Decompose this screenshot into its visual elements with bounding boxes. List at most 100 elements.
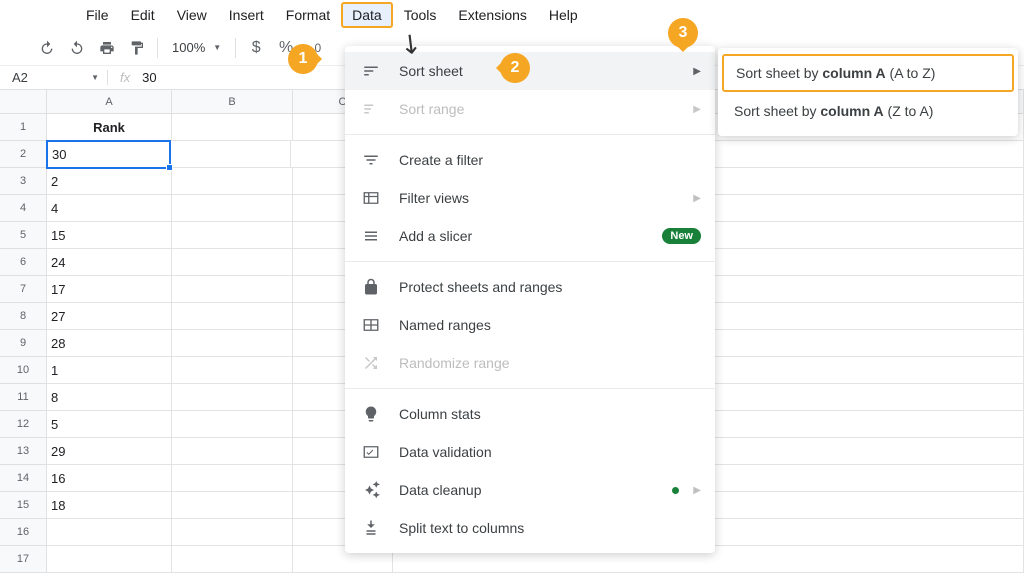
row-header[interactable]: 16 (0, 519, 47, 546)
row-header[interactable]: 13 (0, 438, 47, 465)
row-header[interactable]: 9 (0, 330, 47, 357)
selection-handle[interactable] (166, 164, 173, 171)
cell[interactable]: 8 (47, 384, 172, 411)
submenu-label: Sort sheet by column A (A to Z) (736, 65, 935, 81)
menu-sort-sheet[interactable]: Sort sheet ▶ (345, 52, 715, 90)
cell[interactable] (172, 168, 293, 195)
submenu-arrow-icon: ▶ (693, 193, 701, 204)
submenu-sort-za[interactable]: Sort sheet by column A (Z to A) (718, 92, 1018, 130)
cell[interactable]: 28 (47, 330, 172, 357)
menu-label: Named ranges (399, 317, 491, 333)
menu-divider (345, 388, 715, 389)
menu-help[interactable]: Help (538, 2, 589, 28)
menu-label: Column stats (399, 406, 481, 422)
formula-value[interactable]: 30 (142, 70, 156, 85)
menu-edit[interactable]: Edit (120, 2, 166, 28)
cell[interactable]: 4 (47, 195, 172, 222)
menu-view[interactable]: View (166, 2, 218, 28)
menu-sort-range: Sort range ▶ (345, 90, 715, 128)
cell[interactable] (172, 114, 293, 141)
caret-down-icon: ▼ (91, 73, 99, 82)
column-header[interactable]: B (172, 90, 293, 114)
cell[interactable] (172, 492, 293, 519)
row-header[interactable]: 5 (0, 222, 47, 249)
zoom-value: 100% (172, 40, 205, 55)
redo-button[interactable] (65, 36, 89, 60)
select-all-corner[interactable] (0, 90, 47, 114)
row-header[interactable]: 4 (0, 195, 47, 222)
cell[interactable] (172, 519, 293, 546)
cell[interactable]: 5 (47, 411, 172, 438)
menu-tools[interactable]: Tools (393, 2, 448, 28)
row-header[interactable]: 6 (0, 249, 47, 276)
menu-format[interactable]: Format (275, 2, 341, 28)
print-button[interactable] (95, 36, 119, 60)
cell[interactable] (172, 438, 293, 465)
row-header[interactable]: 15 (0, 492, 47, 519)
cell[interactable] (172, 546, 293, 573)
submenu-arrow-icon: ▶ (693, 485, 701, 496)
menu-add-slicer[interactable]: Add a slicer New (345, 217, 715, 255)
undo-button[interactable] (35, 36, 59, 60)
menu-column-stats[interactable]: Column stats (345, 395, 715, 433)
cell[interactable] (172, 384, 293, 411)
menu-split-text[interactable]: Split text to columns (345, 509, 715, 547)
row-header[interactable]: 7 (0, 276, 47, 303)
menu-named-ranges[interactable]: Named ranges (345, 306, 715, 344)
cell[interactable] (172, 222, 293, 249)
row-header[interactable]: 14 (0, 465, 47, 492)
cell[interactable]: Rank (47, 114, 172, 141)
menu-insert[interactable]: Insert (218, 2, 275, 28)
submenu-arrow-icon: ▶ (693, 66, 701, 77)
cell[interactable]: 18 (47, 492, 172, 519)
row-header[interactable]: 10 (0, 357, 47, 384)
name-box[interactable]: A2 ▼ (0, 70, 108, 85)
cell[interactable] (172, 357, 293, 384)
cell[interactable] (172, 411, 293, 438)
menu-extensions[interactable]: Extensions (447, 2, 537, 28)
currency-button[interactable]: $ (244, 36, 268, 60)
menu-label: Sort sheet (399, 63, 463, 79)
filter-views-icon (361, 189, 381, 207)
name-box-value: A2 (12, 70, 28, 85)
submenu-sort-az[interactable]: Sort sheet by column A (A to Z) (722, 54, 1014, 92)
row-header[interactable]: 17 (0, 546, 47, 573)
cell[interactable]: 30 (46, 140, 171, 169)
cell[interactable] (47, 546, 172, 573)
row-header[interactable]: 3 (0, 168, 47, 195)
menu-filter-views[interactable]: Filter views ▶ (345, 179, 715, 217)
menu-data[interactable]: Data (341, 2, 393, 28)
cell[interactable] (172, 303, 293, 330)
cell[interactable]: 17 (47, 276, 172, 303)
column-header[interactable]: A (47, 90, 172, 114)
cell[interactable]: 1 (47, 357, 172, 384)
cell[interactable] (172, 465, 293, 492)
row-header[interactable]: 11 (0, 384, 47, 411)
cell[interactable]: 2 (47, 168, 172, 195)
cell[interactable] (172, 249, 293, 276)
cell[interactable]: 24 (47, 249, 172, 276)
zoom-select[interactable]: 100% ▼ (166, 40, 227, 55)
cell[interactable]: 15 (47, 222, 172, 249)
cell[interactable] (170, 141, 291, 168)
menu-protect[interactable]: Protect sheets and ranges (345, 268, 715, 306)
cell[interactable]: 27 (47, 303, 172, 330)
status-dot (672, 487, 679, 494)
paint-format-button[interactable] (125, 36, 149, 60)
cell[interactable] (172, 330, 293, 357)
cell[interactable] (47, 519, 172, 546)
menu-label: Create a filter (399, 152, 483, 168)
menu-label: Data validation (399, 444, 492, 460)
menu-data-validation[interactable]: Data validation (345, 433, 715, 471)
cell[interactable]: 16 (47, 465, 172, 492)
row-header[interactable]: 2 (0, 141, 47, 168)
row-header[interactable]: 1 (0, 114, 47, 141)
row-header[interactable]: 12 (0, 411, 47, 438)
menu-file[interactable]: File (75, 2, 120, 28)
cell[interactable] (172, 195, 293, 222)
menu-create-filter[interactable]: Create a filter (345, 141, 715, 179)
row-header[interactable]: 8 (0, 303, 47, 330)
menu-data-cleanup[interactable]: Data cleanup ▶ (345, 471, 715, 509)
cell[interactable] (172, 276, 293, 303)
cell[interactable]: 29 (47, 438, 172, 465)
